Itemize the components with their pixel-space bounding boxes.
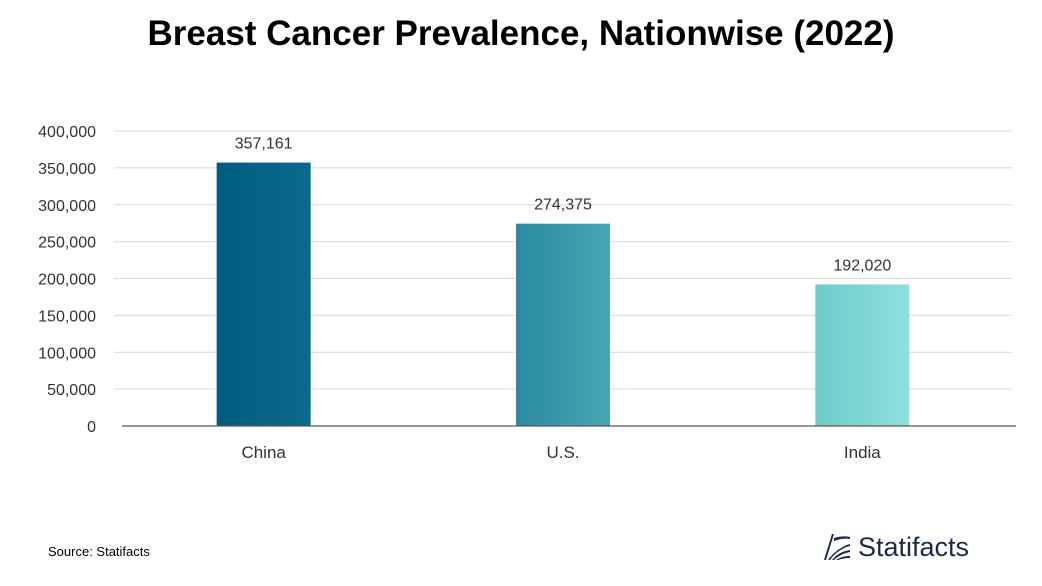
y-tick-label: 200,000	[38, 272, 96, 289]
y-tick-label: 400,000	[38, 124, 96, 141]
data-label: 274,375	[534, 197, 592, 214]
data-label: 192,020	[833, 257, 891, 274]
y-tick-label: 300,000	[38, 198, 96, 215]
y-tick-label: 150,000	[38, 308, 96, 325]
x-axis: China U.S. India	[122, 425, 1016, 462]
x-tick-label: India	[844, 443, 881, 462]
statifacts-logo-icon	[824, 534, 850, 560]
bars	[216, 162, 910, 427]
y-tick-label: 50,000	[47, 382, 96, 399]
y-axis: 0 50,000 100,000 150,000 200,000 250,000 300,0…	[38, 124, 96, 436]
bar-u-s	[516, 223, 610, 426]
bar-india	[815, 284, 910, 426]
y-tick-label: 0	[87, 419, 96, 436]
x-tick-label: China	[241, 443, 286, 462]
bar-china	[216, 162, 311, 427]
y-tick-label: 100,000	[38, 345, 96, 362]
statifacts-logo: Statifacts	[822, 530, 969, 564]
x-tick-label: U.S.	[546, 443, 579, 462]
chart-title: Breast Cancer Prevalence, Nationwise (20…	[147, 14, 895, 53]
statifacts-logo-text: Statifacts	[858, 531, 970, 562]
data-label: 357,161	[235, 136, 293, 153]
source-note: Source: Statifacts	[48, 544, 150, 559]
y-tick-label: 250,000	[38, 235, 96, 252]
y-tick-label: 350,000	[38, 161, 96, 178]
data-labels: 357,161 274,375 192,020	[235, 136, 892, 275]
